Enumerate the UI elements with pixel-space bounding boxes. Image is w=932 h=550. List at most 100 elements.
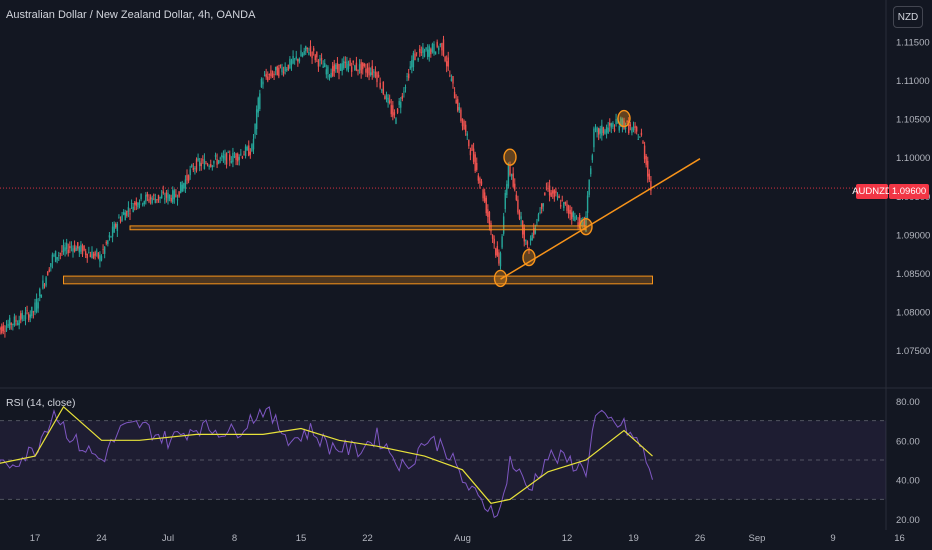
candle-body [596, 127, 598, 133]
candle-body [211, 165, 214, 167]
candle-body [115, 223, 117, 228]
candle-body [358, 64, 361, 71]
candle-body [1, 326, 3, 333]
candle-body [355, 62, 358, 71]
candle-body [64, 247, 66, 251]
chart-title: Australian Dollar / New Zealand Dollar, … [6, 9, 256, 21]
candle-body [110, 236, 112, 238]
candle-body [463, 121, 465, 130]
candle-body [42, 280, 44, 289]
candle-body [642, 141, 644, 144]
candle-body [531, 234, 533, 241]
candle-body [186, 174, 188, 181]
candle-body [390, 105, 392, 115]
candle-body [7, 323, 9, 327]
time-axis-tick: 19 [628, 533, 639, 544]
candle-body [103, 246, 106, 254]
symbol-price-tag: AUDNZD [852, 184, 892, 199]
time-axis-tick: Aug [454, 533, 471, 544]
currency-button[interactable]: NZD [893, 6, 923, 28]
candle-body [0, 328, 1, 330]
candle-body [179, 181, 182, 194]
candle-body [495, 248, 497, 256]
candle-body [539, 211, 541, 213]
candle-body [624, 127, 627, 129]
candle-body [341, 63, 343, 72]
rsi-title: RSI (14, close) [6, 397, 76, 409]
candle-body [452, 76, 454, 84]
candle-body [206, 164, 209, 166]
candle-body [574, 216, 576, 222]
candle-body [491, 235, 494, 239]
candle-body [426, 49, 429, 57]
candle-body [260, 79, 263, 88]
candle-body [168, 194, 171, 199]
candle-body [252, 138, 255, 150]
candle-body [10, 323, 12, 325]
candle-body [267, 76, 269, 81]
candle-body [184, 179, 187, 189]
candle-body [502, 216, 505, 234]
candle-body [528, 248, 530, 250]
candle-body [2, 325, 5, 332]
candle-body [75, 247, 77, 251]
time-axis-tick: 9 [830, 533, 835, 544]
candle-body [509, 164, 511, 175]
candle-body [149, 197, 152, 200]
candle-body [575, 216, 578, 218]
candle-body [460, 109, 462, 121]
candle-body [244, 146, 247, 157]
candle-body [322, 66, 324, 68]
candle-body [445, 61, 448, 67]
candle-body [457, 99, 459, 111]
candle-body [362, 62, 364, 70]
candle-body [287, 64, 290, 70]
price-axis-tick: 1.10000 [896, 153, 930, 164]
candle-body [444, 56, 446, 62]
candle-body [202, 159, 204, 161]
candle-body [637, 139, 639, 140]
candle-body [640, 132, 643, 136]
candle-body [553, 189, 556, 198]
candle-body [453, 91, 456, 99]
candle-body [8, 317, 11, 329]
candle-body [490, 222, 492, 232]
candle-body [602, 127, 605, 134]
support-zone [129, 225, 587, 231]
candle-body [43, 284, 46, 286]
candle-body [213, 160, 215, 164]
candle-body [577, 222, 579, 226]
candle-body [381, 89, 383, 91]
candle-body [88, 252, 90, 254]
candle-body [471, 144, 473, 151]
candle-body [558, 195, 560, 199]
candle-body [191, 165, 193, 167]
candle-body [227, 152, 229, 153]
candle-body [286, 69, 288, 71]
candle-body [343, 61, 345, 69]
candle-body [569, 209, 571, 215]
candle-body [379, 82, 381, 88]
candle-body [54, 250, 57, 262]
rsi-axis-tick: 80.00 [896, 397, 920, 408]
candle-body [225, 152, 228, 165]
candle-body [559, 205, 562, 207]
candle-body [377, 74, 380, 78]
candle-body [162, 191, 164, 194]
candle-body [192, 167, 195, 170]
candle-body [536, 221, 538, 223]
candle-body [284, 66, 286, 72]
candle-body [132, 206, 134, 213]
candle-body [34, 302, 36, 313]
rsi-line [0, 406, 653, 519]
candle-body [571, 212, 573, 219]
candle-body [499, 253, 502, 267]
candle-body [298, 58, 301, 62]
candle-body [73, 244, 76, 252]
candle-body [338, 64, 340, 74]
candle-body [113, 224, 115, 233]
candle-body [300, 50, 302, 57]
candle-body [594, 128, 597, 130]
candle-body [232, 152, 234, 163]
